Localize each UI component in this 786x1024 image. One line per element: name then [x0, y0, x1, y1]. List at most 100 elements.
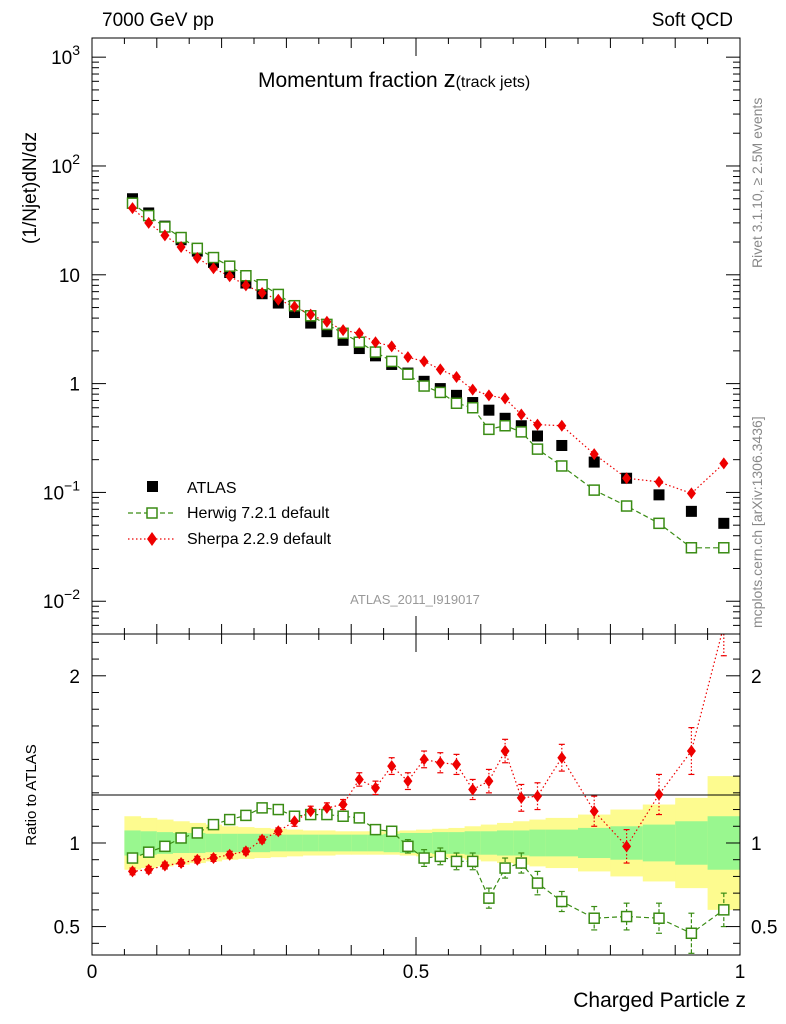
y-tick-label: 10−2 [43, 586, 80, 613]
sherpa-point [654, 475, 664, 488]
header-energy-label: 7000 GeV pp [102, 10, 214, 31]
herwig-ratio-point [191, 827, 204, 839]
y-tick-label: 10 [59, 266, 80, 287]
herwig-point [685, 542, 698, 554]
atlas-point [718, 517, 730, 529]
atlas-point [685, 505, 697, 517]
sherpa-ratio-point [128, 865, 137, 878]
chart-title: Momentum fraction z(track jets) [258, 66, 530, 93]
herwig-ratio-point [223, 813, 236, 826]
herwig-ratio-point [385, 825, 398, 838]
sherpa-ratio-point [144, 863, 154, 876]
herwig-ratio-point [531, 877, 544, 889]
ratio-panel: 0.5 0.51 12 2 0 0.5 1 [54, 620, 777, 983]
sherpa-point [419, 355, 429, 368]
herwig-ratio-point [718, 904, 730, 916]
herwig-ratio-point [402, 840, 414, 853]
herwig-point [466, 402, 479, 414]
ratio-band-inner [642, 824, 676, 862]
atlas-point [451, 389, 462, 401]
ratio-band-inner [221, 833, 239, 853]
analysis-tag: ATLAS_2011_I919017 [350, 592, 480, 607]
ratio-band-inner [448, 832, 466, 854]
ratio-band-inner [675, 821, 709, 865]
herwig-point [369, 346, 382, 358]
ratio-band-inner [513, 830, 530, 856]
atlas-point [653, 489, 665, 501]
sherpa-ratio-point [176, 857, 186, 870]
legend-sherpa-label: Sherpa 2.2.9 default [187, 531, 332, 548]
herwig-point [499, 419, 511, 432]
sherpa-ratio-point [371, 781, 380, 794]
herwig-ratio-point [483, 892, 495, 904]
sherpa-point [403, 351, 413, 364]
sherpa-ratio-point [257, 833, 267, 846]
herwig-ratio-point [337, 810, 349, 822]
sherpa-ratio-point [557, 751, 567, 764]
herwig-point [450, 397, 463, 409]
sherpa-ratio-point [719, 620, 728, 632]
herwig-point [515, 426, 528, 438]
sherpa-point [354, 327, 364, 340]
sherpa-ratio-point [209, 852, 218, 865]
herwig-ratio-point [450, 855, 463, 868]
header-process-label: Soft QCD [652, 10, 733, 31]
sherpa-point [557, 419, 567, 432]
sherpa-point [589, 448, 599, 461]
main-ticks [91, 38, 741, 635]
ratio-series-layer [126, 620, 730, 954]
y-tick-label: 1 [69, 375, 80, 396]
sherpa-ratio-point [273, 825, 283, 838]
ratio-band-inner [205, 833, 223, 853]
atlas-point [515, 420, 527, 432]
atlas-point [588, 456, 600, 468]
legend-herwig-label: Herwig 7.2.1 default [187, 505, 330, 522]
herwig-point [531, 443, 544, 455]
sherpa-ratio-point [387, 760, 397, 773]
herwig-ratio-point [175, 832, 187, 844]
sherpa-point [241, 279, 251, 292]
herwig-ratio-point [653, 912, 665, 924]
herwig-ratio-point [466, 855, 479, 868]
sherpa-point [484, 389, 494, 402]
herwig-ratio-point [207, 818, 220, 831]
herwig-point [402, 368, 414, 380]
ratio-band-inner [302, 834, 320, 852]
sherpa-ratio-point [290, 815, 299, 828]
sherpa-ratio-point [225, 848, 235, 861]
ratio-tick-label-right: 0.5 [751, 918, 777, 939]
atlas-point [353, 343, 365, 355]
sherpa-point [273, 293, 283, 306]
herwig-point [434, 386, 447, 399]
herwig-ratio-point [159, 840, 171, 853]
sherpa-point [686, 487, 696, 500]
herwig-point [653, 517, 665, 530]
sherpa-point [290, 300, 299, 313]
ratio-band-inner [545, 829, 579, 857]
herwig-ratio-point [434, 850, 447, 863]
herwig-ratio-point [126, 852, 139, 864]
ratio-tick-label-left: 0.5 [54, 918, 80, 939]
sherpa-ratio-point [533, 790, 542, 803]
legend: ATLAS Herwig 7.2.1 default Sherpa 2.2.9 … [128, 480, 332, 548]
x-tick-label: 0 [87, 962, 98, 983]
herwig-ratio-point [240, 809, 252, 822]
sherpa-ratio-point [354, 773, 364, 786]
sherpa-point [435, 363, 445, 376]
sherpa-point [257, 287, 267, 300]
y-tick-label: 103 [51, 42, 80, 69]
ratio-band-inner [318, 834, 336, 852]
sherpa-point [719, 457, 729, 470]
sherpa-point [622, 472, 632, 485]
ratio-band-inner [286, 834, 304, 852]
sherpa-ratio-point [622, 840, 632, 853]
herwig-ratio-point [515, 857, 528, 869]
legend-atlas-label: ATLAS [187, 480, 237, 497]
ratio-ticks [91, 634, 741, 955]
ratio-y-axis-label: Ratio to ATLAS [23, 744, 40, 845]
sherpa-ratio-point [192, 853, 202, 866]
ratio-band-inner [383, 833, 401, 853]
sherpa-ratio-point [160, 859, 170, 872]
sherpa-point [387, 340, 397, 353]
sherpa-ratio-point [419, 753, 429, 766]
